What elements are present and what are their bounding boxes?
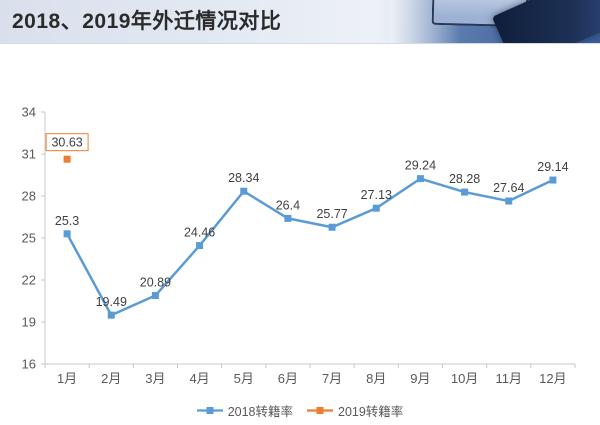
data-point	[416, 175, 424, 183]
data-point	[328, 223, 336, 231]
x-axis-tick-label: 8月	[366, 371, 386, 386]
y-axis-tick-label: 16	[22, 357, 36, 372]
data-point	[151, 292, 159, 300]
legend-item-2018: 2018转籍率	[196, 401, 293, 420]
x-axis-tick-label: 1月	[57, 371, 77, 386]
data-point	[505, 197, 513, 205]
data-label: 26.4	[276, 198, 300, 212]
legend-label-2018: 2018转籍率	[227, 404, 293, 419]
page-title: 2018、2019年外迁情况对比	[12, 10, 282, 33]
series-line	[65, 177, 555, 317]
data-label: 29.14	[537, 160, 568, 174]
data-point	[63, 155, 71, 163]
x-axis-tick-label: 12月	[539, 371, 566, 386]
data-label: 28.28	[449, 172, 480, 186]
x-axis-tick-label: 2月	[101, 371, 121, 386]
x-axis-tick-label: 6月	[278, 371, 298, 386]
data-label: 25.3	[55, 214, 79, 228]
data-label: 25.77	[316, 207, 347, 221]
y-axis-tick-label: 28	[22, 189, 36, 204]
data-point	[461, 188, 469, 196]
chart-area: 16 19 22 25 28 31 34 1月 2月 3月 4月 5月 6月 7月 8月 9月 10月 11月 12…	[0, 43, 600, 425]
x-axis-tick-label: 5月	[234, 371, 254, 386]
x-axis-tick-label: 9月	[410, 371, 430, 386]
x-axis-tick-label: 7月	[322, 371, 342, 386]
x-axis-tick-label: 4月	[189, 371, 209, 386]
line-square-marker-icon	[307, 406, 333, 414]
y-axis-tick-label: 34	[22, 105, 36, 120]
data-point	[107, 311, 115, 319]
line-chart: 16 19 22 25 28 31 34 1月 2月 3月 4月 5月 6月 7月 8月 9月 10月 11月 12…	[22, 105, 576, 386]
chart-legend: 2018转籍率 2019转籍率	[0, 395, 600, 425]
data-label: 19.49	[96, 295, 127, 309]
legend-item-2019: 2019转籍率	[307, 401, 403, 420]
line-square-marker-icon	[196, 406, 223, 414]
data-point	[63, 230, 71, 238]
data-label: 30.63	[51, 136, 82, 150]
header-photo-laptops	[390, 0, 600, 43]
header-banner: 2018、2019年外迁情况对比	[0, 0, 600, 44]
data-label: 24.46	[184, 226, 215, 240]
data-point	[240, 187, 248, 195]
data-label-box	[45, 133, 89, 152]
y-axis-tick-label: 25	[22, 231, 36, 246]
data-label: 27.13	[361, 188, 392, 202]
legend-label-2019: 2019转籍率	[338, 404, 404, 419]
y-axis-tick-label: 19	[22, 315, 36, 330]
data-label: 28.34	[228, 171, 259, 185]
data-point	[196, 242, 204, 250]
data-point	[372, 204, 380, 212]
data-label: 29.24	[405, 159, 436, 173]
data-point	[284, 214, 292, 222]
data-point	[549, 176, 557, 184]
x-axis-tick-label: 10月	[451, 371, 478, 386]
x-axis-tick-label: 11月	[496, 371, 523, 386]
y-axis-tick-label: 31	[22, 147, 36, 162]
y-axis-tick-label: 22	[22, 273, 36, 288]
x-axis-tick-label: 3月	[145, 371, 165, 386]
data-label: 20.89	[140, 276, 171, 290]
data-label: 27.64	[493, 181, 524, 195]
